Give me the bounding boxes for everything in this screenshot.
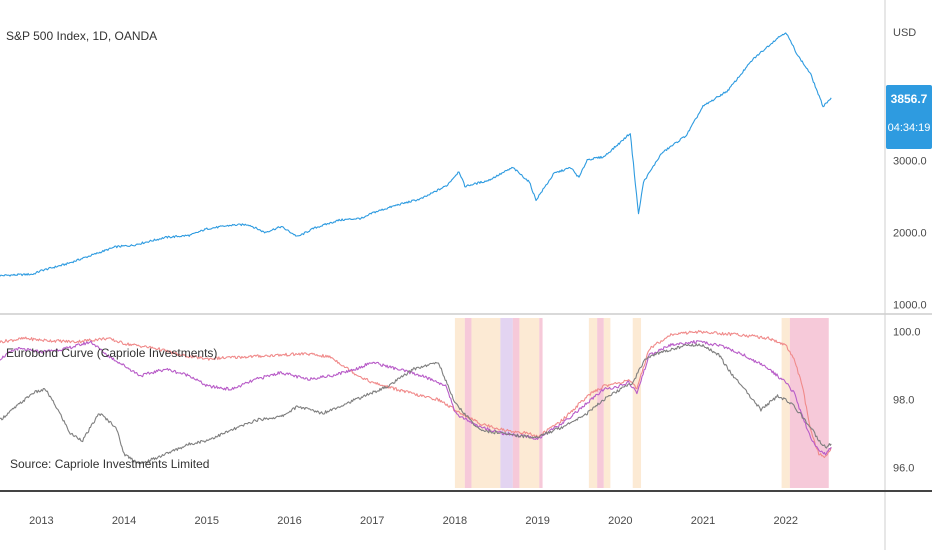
spx-series-line <box>0 32 832 277</box>
purple-series-line <box>0 340 832 456</box>
price-scale[interactable]: 3000.0 2000.0 1000.0 <box>893 155 927 311</box>
x-tick-label: 2015 <box>195 515 219 527</box>
signal-band <box>512 318 520 488</box>
current-price-badge: 3856.7 04:34:19 <box>886 85 932 149</box>
main-pane-title: S&P 500 Index, 1D, OANDA <box>6 29 157 43</box>
signal-band <box>464 318 472 488</box>
pink-series-line <box>0 329 832 459</box>
x-tick-label: 2017 <box>360 515 384 527</box>
x-tick-label: 2020 <box>608 515 632 527</box>
signal-band <box>632 318 642 488</box>
eurobond-pane <box>0 329 832 464</box>
y-tick-label: 2000.0 <box>893 227 927 239</box>
x-tick-label: 2014 <box>112 515 136 527</box>
signal-band <box>781 318 790 488</box>
signal-band <box>500 318 513 488</box>
y-tick-label: 1000.0 <box>893 299 927 311</box>
x-tick-label: 2022 <box>774 515 798 527</box>
x-tick-label: 2013 <box>29 515 53 527</box>
signal-band <box>789 318 829 488</box>
signal-band <box>454 318 465 488</box>
y-tick-label: 96.0 <box>893 463 914 475</box>
x-tick-label: 2016 <box>277 515 301 527</box>
indicator-scale[interactable]: 100.0 98.0 96.0 <box>893 327 921 475</box>
source-annotation: Source: Capriole Investments Limited <box>10 457 209 471</box>
lower-pane-title: Eurobond Curve (Capriole Investments) <box>6 346 217 360</box>
gray-series-line <box>0 343 832 464</box>
x-tick-label: 2018 <box>443 515 467 527</box>
currency-label: USD <box>893 27 916 39</box>
spx-pane <box>0 32 832 277</box>
y-tick-label: 100.0 <box>893 327 921 339</box>
y-tick-label: 98.0 <box>893 395 914 407</box>
x-tick-label: 2021 <box>691 515 715 527</box>
current-price-value: 3856.7 <box>891 92 928 106</box>
x-tick-label: 2019 <box>525 515 549 527</box>
signal-band <box>471 318 501 488</box>
y-tick-label: 3000.0 <box>893 155 927 167</box>
signal-band <box>519 318 540 488</box>
signal-band <box>539 318 543 488</box>
bar-countdown: 04:34:19 <box>888 122 931 134</box>
time-axis[interactable]: 2013 2014 2015 2016 2017 2018 2019 2020 2021 2022 <box>29 515 798 527</box>
signal-band <box>588 318 598 488</box>
signal-band <box>603 318 611 488</box>
